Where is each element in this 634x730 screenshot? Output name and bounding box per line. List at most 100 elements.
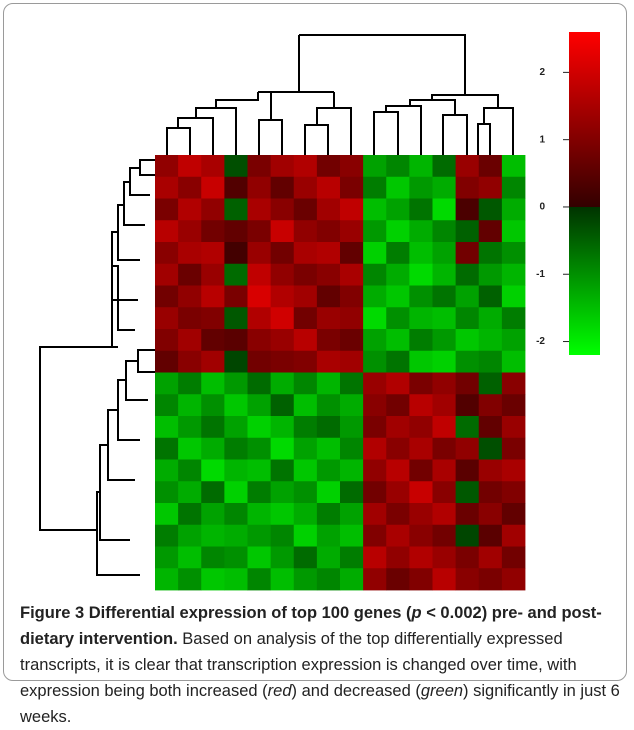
heatmap-cell [224,437,248,460]
heatmap-cell [455,307,480,330]
heatmap-cell [478,176,503,199]
caption-body: red [267,682,292,700]
heatmap-cell [270,481,295,504]
heatmap-cell [155,546,179,569]
heatmap-cell [432,155,457,178]
heatmap-cell [155,176,179,199]
heatmap-cell [224,416,248,439]
heatmap-cell [270,372,295,395]
heatmap-cell [501,437,526,460]
heatmap-cell [293,546,318,569]
heatmap-cell [293,459,318,482]
heatmap-cell [363,416,387,439]
heatmap-cell [432,481,457,504]
colorbar-tick-label: 2 [539,67,545,78]
heatmap-cell [316,546,341,569]
heatmap-cell [293,198,318,221]
heatmap-cell [270,416,295,439]
heatmap-cell [293,220,318,243]
heatmap-cell [386,285,410,308]
heatmap-cell [178,350,202,373]
heatmap-cell [409,372,433,395]
heatmap-cell [455,350,480,373]
heatmap-cell [363,242,387,265]
heatmap-cell [155,372,179,395]
heatmap-cell [316,350,341,373]
heatmap-cell [247,372,272,395]
heatmap-cell [386,220,410,243]
heatmap-cell [340,459,364,482]
heatmap-cell [224,546,248,569]
heatmap-cell [432,350,457,373]
heatmap-cell [478,242,503,265]
heatmap-cell [178,481,202,504]
heatmap-cell [178,242,202,265]
heatmap-cell [478,416,503,439]
heatmap-cell [478,524,503,547]
heatmap-cell [478,546,503,569]
heatmap-cell [363,350,387,373]
caption-title: Figure 3 Differential expression of top … [20,604,412,622]
heatmap-cell [409,568,433,591]
colorbar [569,32,600,355]
heatmap-cell [155,329,179,352]
heatmap-cell [409,263,433,286]
heatmap-cell [432,503,457,526]
heatmap-cell [201,481,225,504]
heatmap-cell [224,394,248,417]
heatmap-cell [178,198,202,221]
heatmap-cell [432,285,457,308]
heatmap-cell [316,437,341,460]
heatmap-cell [155,198,179,221]
row-dendrogram [39,159,155,576]
heatmap-cell [386,350,410,373]
heatmap-cell [501,307,526,330]
heatmap-cell [363,459,387,482]
heatmap-cell [316,329,341,352]
heatmap-cell [340,524,364,547]
heatmap-cell [224,350,248,373]
heatmap-cell [455,437,480,460]
heatmap-cell [340,372,364,395]
heatmap-cell [178,524,202,547]
heatmap-cell [293,524,318,547]
caption-body: green [420,682,464,700]
heatmap-cell [363,481,387,504]
heatmap-cell [178,285,202,308]
heatmap-cell [247,524,272,547]
heatmap-cell [363,394,387,417]
heatmap-cell [409,285,433,308]
heatmap-cell [432,568,457,591]
heatmap-cell [455,481,480,504]
heatmap-cell [455,329,480,352]
heatmap-cell [386,263,410,286]
heatmap-cell [363,524,387,547]
heatmap-cell [316,524,341,547]
heatmap-cell [201,416,225,439]
heatmap-cell [155,394,179,417]
heatmap-cell [247,242,272,265]
heatmap-cell [224,307,248,330]
heatmap-cell [386,503,410,526]
heatmap-cell [386,546,410,569]
heatmap-cell [270,285,295,308]
heatmap-cell [478,372,503,395]
heatmap-cell [501,568,526,591]
heatmap-cell [155,503,179,526]
heatmap-cell [293,307,318,330]
heatmap-cell [340,568,364,591]
heatmap-cell [340,546,364,569]
heatmap-cell [178,307,202,330]
heatmap-cell [316,307,341,330]
heatmap-cell [501,350,526,373]
heatmap-cell [455,546,480,569]
heatmap-cell [455,372,480,395]
heatmap-cell [455,198,480,221]
heatmap-cell [201,263,225,286]
heatmap-cell [501,285,526,308]
heatmap-cell [363,372,387,395]
page: -2 -1 0 1 2 Figure 3 Differential expression… [3,3,627,726]
heatmap-cell [224,372,248,395]
heatmap-cell [178,459,202,482]
heatmap-cell [432,524,457,547]
